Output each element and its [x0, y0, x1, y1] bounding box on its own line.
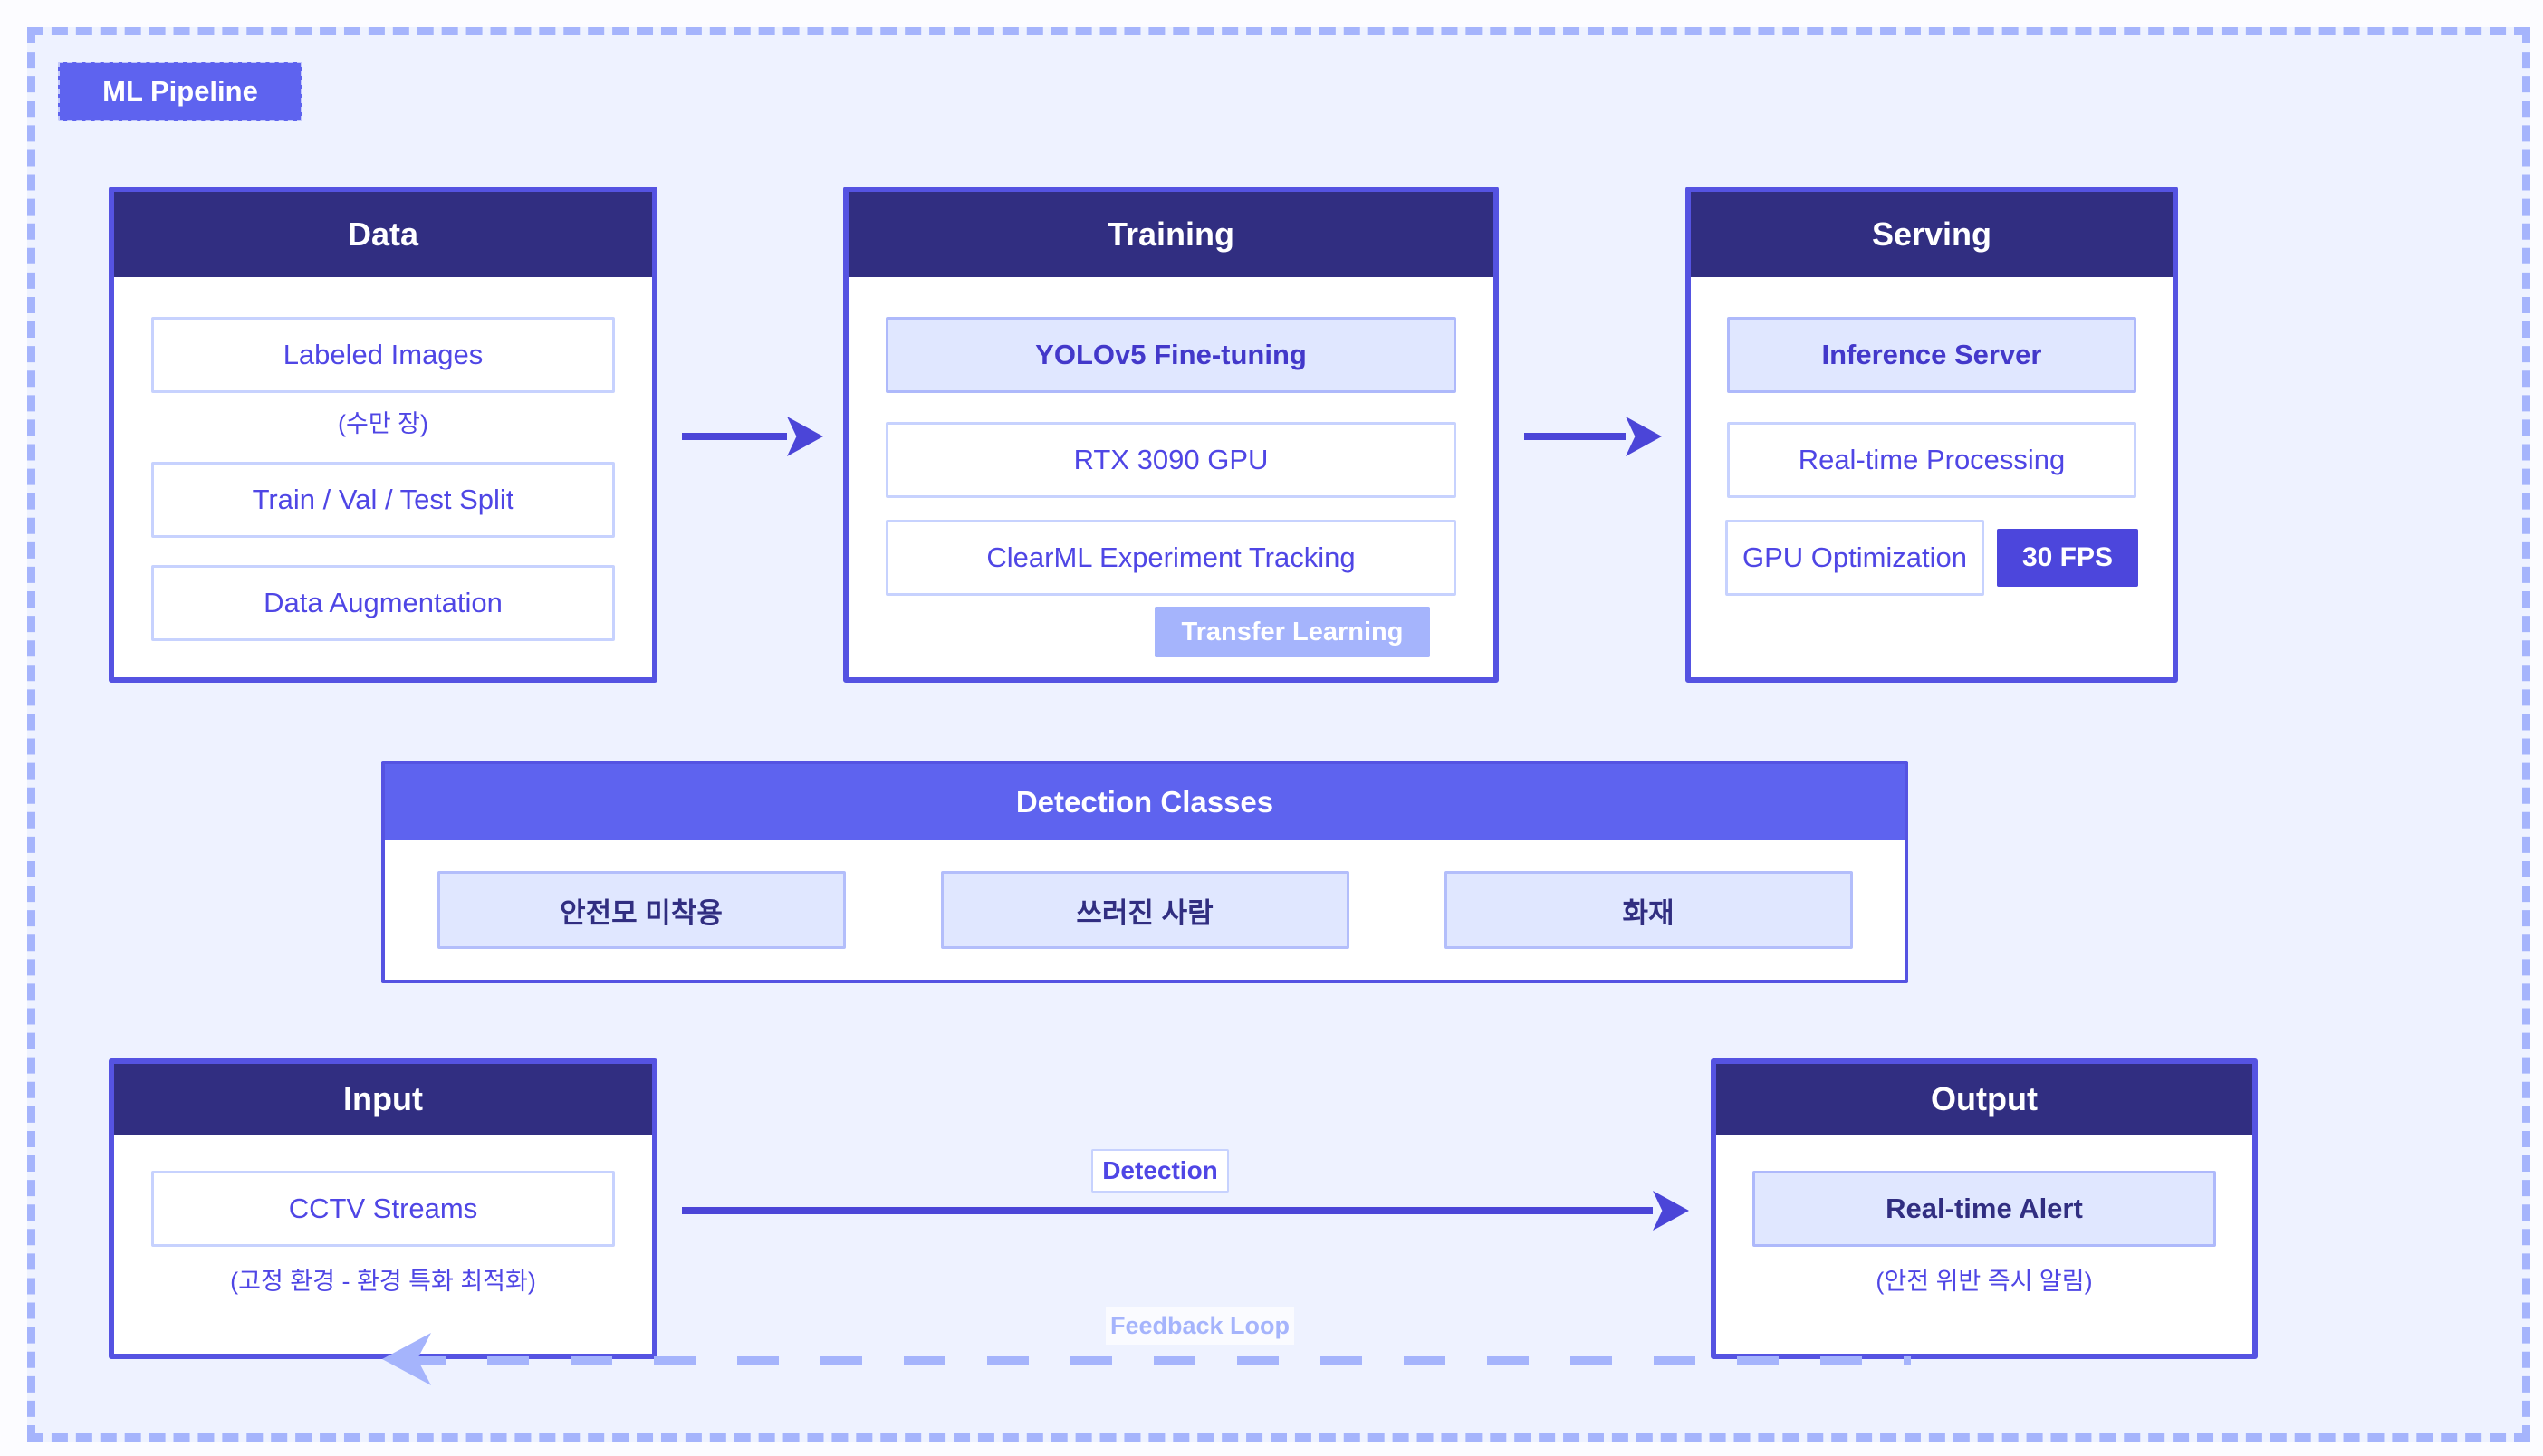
stage-serving-body: Inference Server Real-time Processing GP…: [1691, 277, 2173, 596]
stage-output: Output Real-time Alert (안전 위반 즉시 알림): [1711, 1058, 2258, 1359]
stage-serving: Serving Inference Server Real-time Proce…: [1685, 187, 2178, 683]
stage-data-body: Labeled Images (수만 장) Train / Val / Test…: [114, 277, 652, 641]
arrow-training-to-serving: [1524, 433, 1626, 440]
arrow-data-to-training: [682, 433, 787, 440]
data-item-split: Train / Val / Test Split: [151, 462, 615, 538]
detection-classes-title: Detection Classes: [385, 764, 1905, 840]
class-chip-fire: 화재: [1444, 871, 1853, 949]
stage-input-title: Input: [114, 1064, 652, 1135]
training-item-yolov5: YOLOv5 Fine-tuning: [886, 317, 1456, 393]
data-item-augmentation: Data Augmentation: [151, 565, 615, 641]
detection-flow-label: Detection: [1091, 1149, 1229, 1193]
training-item-gpu: RTX 3090 GPU: [886, 422, 1456, 498]
output-note: (안전 위반 즉시 알림): [1876, 1267, 2093, 1295]
serving-gpu-row: GPU Optimization 30 FPS: [1691, 520, 2173, 596]
training-item-clearml: ClearML Experiment Tracking: [886, 520, 1456, 596]
stage-serving-title: Serving: [1691, 192, 2173, 277]
data-item-labeled-images: Labeled Images: [151, 317, 615, 393]
detection-classes-box: Detection Classes 안전모 미착용 쓰러진 사람 화재: [381, 761, 1908, 983]
arrow-input-to-output: [682, 1207, 1653, 1214]
diagram-title-badge: ML Pipeline: [58, 62, 302, 121]
serving-item-gpu-optimization: GPU Optimization: [1725, 520, 1984, 596]
data-note: (수만 장): [337, 409, 428, 437]
feedback-loop-dashed-line: [404, 1356, 1911, 1365]
stage-training-title: Training: [849, 192, 1493, 277]
stage-data: Data Labeled Images (수만 장) Train / Val /…: [109, 187, 657, 683]
serving-item-inference-server: Inference Server: [1727, 317, 2136, 393]
class-chip-no-helmet: 안전모 미착용: [437, 871, 846, 949]
stage-data-title: Data: [114, 192, 652, 277]
feedback-loop-label: Feedback Loop: [1106, 1307, 1294, 1345]
stage-input: Input CCTV Streams (고정 환경 - 환경 특화 최적화): [109, 1058, 657, 1359]
output-item-realtime-alert: Real-time Alert: [1752, 1171, 2216, 1247]
fps-badge: 30 FPS: [1997, 529, 2138, 587]
transfer-learning-badge: Transfer Learning: [1155, 607, 1430, 657]
input-item-cctv-streams: CCTV Streams: [151, 1171, 615, 1247]
class-chip-fallen-person: 쓰러진 사람: [940, 871, 1349, 949]
stage-training: Training YOLOv5 Fine-tuning RTX 3090 GPU…: [843, 187, 1499, 683]
stage-output-body: Real-time Alert (안전 위반 즉시 알림): [1716, 1135, 2252, 1298]
stage-output-title: Output: [1716, 1064, 2252, 1135]
serving-item-realtime-processing: Real-time Processing: [1727, 422, 2136, 498]
stage-input-body: CCTV Streams (고정 환경 - 환경 특화 최적화): [114, 1135, 652, 1298]
input-note: (고정 환경 - 환경 특화 최적화): [230, 1267, 536, 1295]
detection-classes-body: 안전모 미착용 쓰러진 사람 화재: [385, 840, 1905, 980]
stage-training-body: YOLOv5 Fine-tuning RTX 3090 GPU ClearML …: [849, 277, 1493, 657]
